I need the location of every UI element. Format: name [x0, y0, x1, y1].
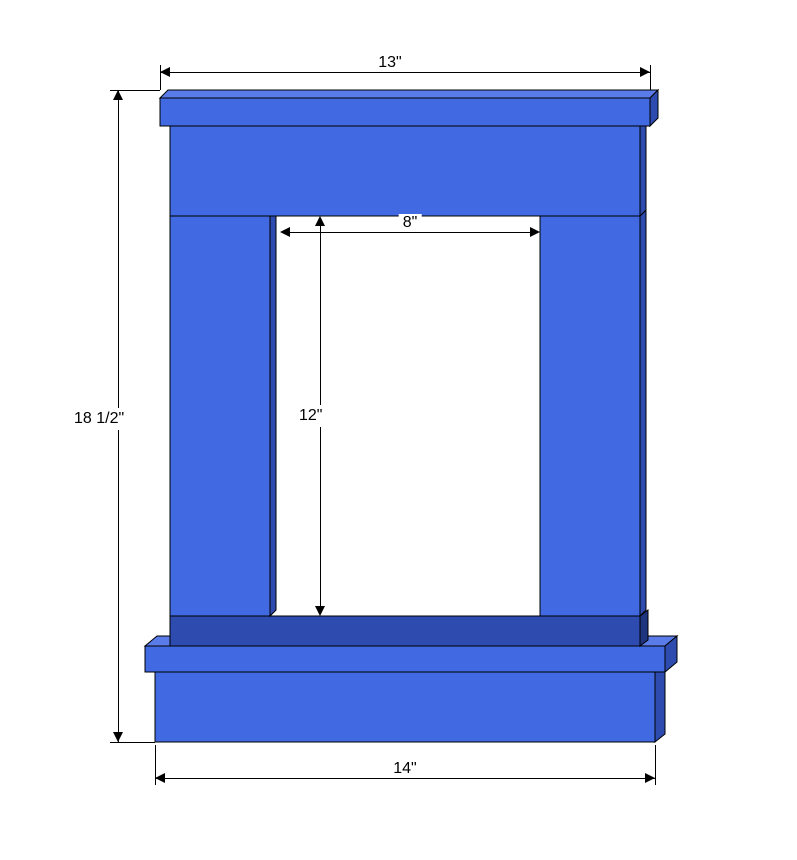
left-post [170, 210, 276, 616]
top-width-label: 13" [374, 54, 405, 72]
base-main [155, 664, 665, 742]
opening-height-label: 12" [295, 405, 326, 427]
fireplace-svg [0, 0, 797, 860]
right-post [540, 210, 646, 616]
opening-width-label: 8" [399, 214, 422, 232]
diagram-stage: 13" 8" 12" 18 1/2" 14" [0, 0, 797, 860]
overall-height-label: 18 1/2" [70, 408, 128, 430]
header-block [170, 120, 646, 216]
top-cap [160, 90, 658, 126]
bottom-width-label: 14" [389, 760, 420, 778]
